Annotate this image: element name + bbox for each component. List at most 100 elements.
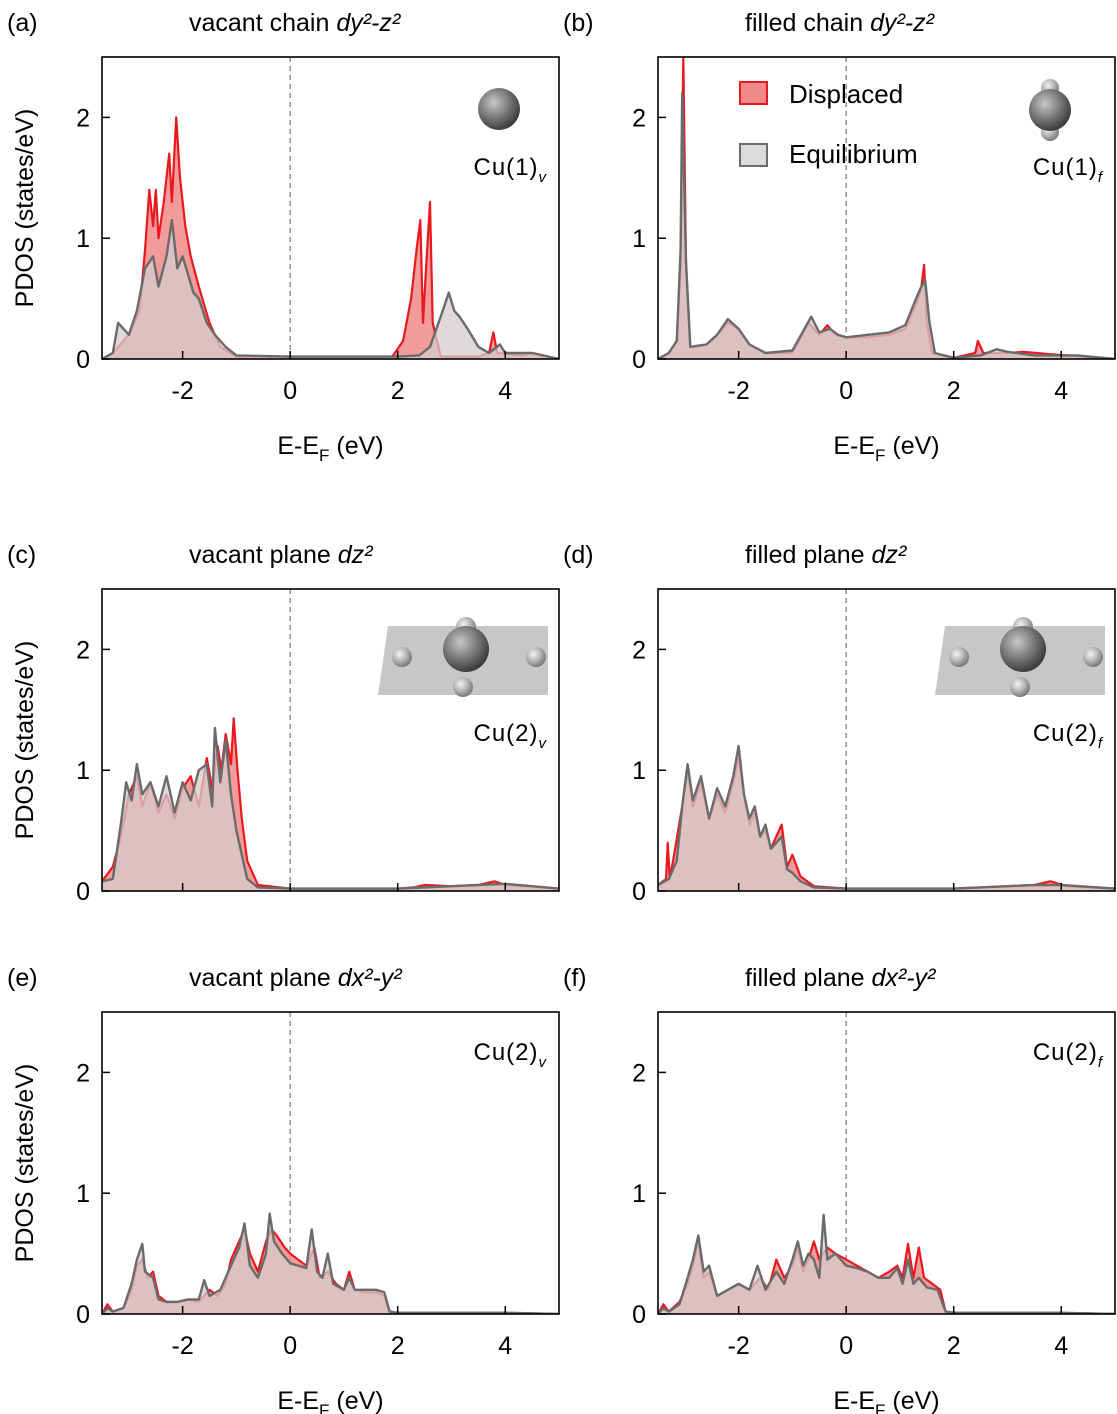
y-tick-label: 1 xyxy=(632,757,646,785)
panel-e: 0 1 2 -2 0 2 4 E-EF (eV) (e) vacant plane dx²-y² C… xyxy=(7,964,560,1414)
y-tick-label: 1 xyxy=(632,225,646,253)
y-tick-label: 1 xyxy=(632,1180,646,1208)
plot-frame xyxy=(657,1011,1116,1315)
equilibrium-area xyxy=(102,727,559,891)
y-tick-label: 1 xyxy=(76,225,90,253)
x-tick-label: 4 xyxy=(1054,377,1068,405)
site-label: Cu(2)v xyxy=(473,1039,547,1071)
plot-frame xyxy=(101,588,560,892)
y-tick-label: 2 xyxy=(76,1059,90,1087)
equilibrium-series-line xyxy=(658,91,1115,359)
x-axis-title: E-EF (eV) xyxy=(833,1387,939,1414)
x-tick-label: 0 xyxy=(283,1332,297,1360)
equilibrium-series-line xyxy=(102,1212,559,1314)
x-tick-label: 2 xyxy=(391,1332,405,1360)
legend-label-displaced: Displaced xyxy=(789,79,903,109)
panel-tag: (b) xyxy=(563,9,594,37)
site-label: Cu(1)f xyxy=(1033,154,1104,186)
x-tick-label: 0 xyxy=(839,1332,853,1360)
panel-b: 0 1 2 -2 0 2 4 E-EF (eV) (b) filled chain dy²-z² C… xyxy=(563,9,1116,465)
plot-area xyxy=(102,116,559,359)
plot-area xyxy=(102,717,559,891)
oxygen-atom-icon xyxy=(392,647,412,667)
x-tick-label: 4 xyxy=(498,377,512,405)
y-tick-label: 2 xyxy=(632,104,646,132)
y-tick-label: 0 xyxy=(632,1301,646,1329)
y-tick-label: 2 xyxy=(76,104,90,132)
panel-tag: (a) xyxy=(7,9,38,37)
panel-tag: (e) xyxy=(7,964,38,992)
plot-frame xyxy=(101,56,560,360)
plot-area xyxy=(658,744,1115,891)
y-axis-title: PDOS (states/eV) xyxy=(11,1064,39,1263)
plot-frame xyxy=(101,1011,560,1315)
legend-swatch-displaced xyxy=(739,81,768,105)
oxygen-atom-icon xyxy=(526,647,546,667)
panel-f: 0 1 2 -2 0 2 4 E-EF (eV) (f) filled plane dx²-y² C… xyxy=(563,964,1116,1414)
x-axis-title: E-EF (eV) xyxy=(277,1387,383,1414)
x-tick-label: -2 xyxy=(728,377,750,405)
panel-title: filled plane dx²-y² xyxy=(745,964,937,992)
panels: 0 1 2 -2 0 2 4 E-EF (eV) (a) vacant chain dy²-z² C… xyxy=(7,9,1116,1414)
plot-area xyxy=(658,1213,1115,1314)
equilibrium-series-line xyxy=(658,744,1115,890)
y-tick-label: 0 xyxy=(632,346,646,374)
site-label: Cu(1)v xyxy=(473,154,547,186)
panel-d: 0 1 2 (d) filled plane dz² Cu(2)f xyxy=(563,541,1116,906)
legend-label-equilibrium: Equilibrium xyxy=(789,139,918,169)
legend: Displaced Equilibrium xyxy=(739,79,918,169)
y-tick-label: 2 xyxy=(76,636,90,664)
x-tick-label: -2 xyxy=(172,377,194,405)
x-tick-label: -2 xyxy=(728,1332,750,1360)
y-axis-title: PDOS (states/eV) xyxy=(11,641,39,840)
panel-title: vacant chain dy²-z² xyxy=(189,9,402,37)
x-tick-label: 2 xyxy=(947,1332,961,1360)
plot-area xyxy=(102,1212,559,1314)
oxygen-atom-icon xyxy=(1010,677,1030,697)
equilibrium-series-line xyxy=(102,218,559,359)
plot-area xyxy=(658,57,1115,359)
plot-frame xyxy=(657,588,1116,892)
y-tick-label: 2 xyxy=(632,1059,646,1087)
panel-title: vacant plane dz² xyxy=(189,541,374,569)
legend-swatch-equilibrium xyxy=(739,143,768,167)
site-label: Cu(2)f xyxy=(1033,1039,1104,1071)
panel-title: filled plane dz² xyxy=(745,541,908,569)
panel-a: 0 1 2 -2 0 2 4 E-EF (eV) (a) vacant chain dy²-z² C… xyxy=(7,9,560,465)
y-axis-labels: PDOS (states/eV) PDOS (states/eV) PDOS (st… xyxy=(11,109,39,1263)
x-tick-label: -2 xyxy=(172,1332,194,1360)
panel-title: filled chain dy²-z² xyxy=(745,9,936,37)
y-tick-label: 1 xyxy=(76,1180,90,1208)
panel-title: vacant plane dx²-y² xyxy=(189,964,403,992)
equilibrium-area xyxy=(658,1214,1115,1314)
cu-atom-icon xyxy=(443,626,489,672)
equilibrium-area xyxy=(102,1213,559,1314)
x-tick-label: 2 xyxy=(947,377,961,405)
panel-tag: (d) xyxy=(563,541,594,569)
x-axis-title: E-EF (eV) xyxy=(833,432,939,465)
x-tick-label: 0 xyxy=(839,377,853,405)
site-label: Cu(2)f xyxy=(1033,720,1104,752)
y-axis-title: PDOS (states/eV) xyxy=(11,109,39,308)
oxygen-atom-icon xyxy=(1083,647,1103,667)
equilibrium-area xyxy=(102,220,559,359)
x-tick-label: 4 xyxy=(1054,1332,1068,1360)
x-tick-label: 4 xyxy=(498,1332,512,1360)
y-tick-label: 0 xyxy=(76,346,90,374)
y-tick-label: 0 xyxy=(76,1301,90,1329)
equilibrium-series-line xyxy=(658,1213,1115,1314)
y-tick-label: 0 xyxy=(632,878,646,906)
equilibrium-area xyxy=(658,746,1115,891)
oxygen-atom-icon xyxy=(453,677,473,697)
plot-frame xyxy=(657,56,1116,360)
oxygen-atom-icon xyxy=(949,647,969,667)
x-axis-title: E-EF (eV) xyxy=(277,432,383,465)
cu-atom-icon xyxy=(1000,626,1046,672)
panel-tag: (c) xyxy=(7,541,36,569)
y-tick-label: 0 xyxy=(76,878,90,906)
cu-atom-icon xyxy=(478,88,520,130)
panel-c: 0 1 2 (c) vacant plane dz² Cu(2)v xyxy=(7,541,560,906)
x-tick-label: 2 xyxy=(391,377,405,405)
y-tick-label: 1 xyxy=(76,757,90,785)
